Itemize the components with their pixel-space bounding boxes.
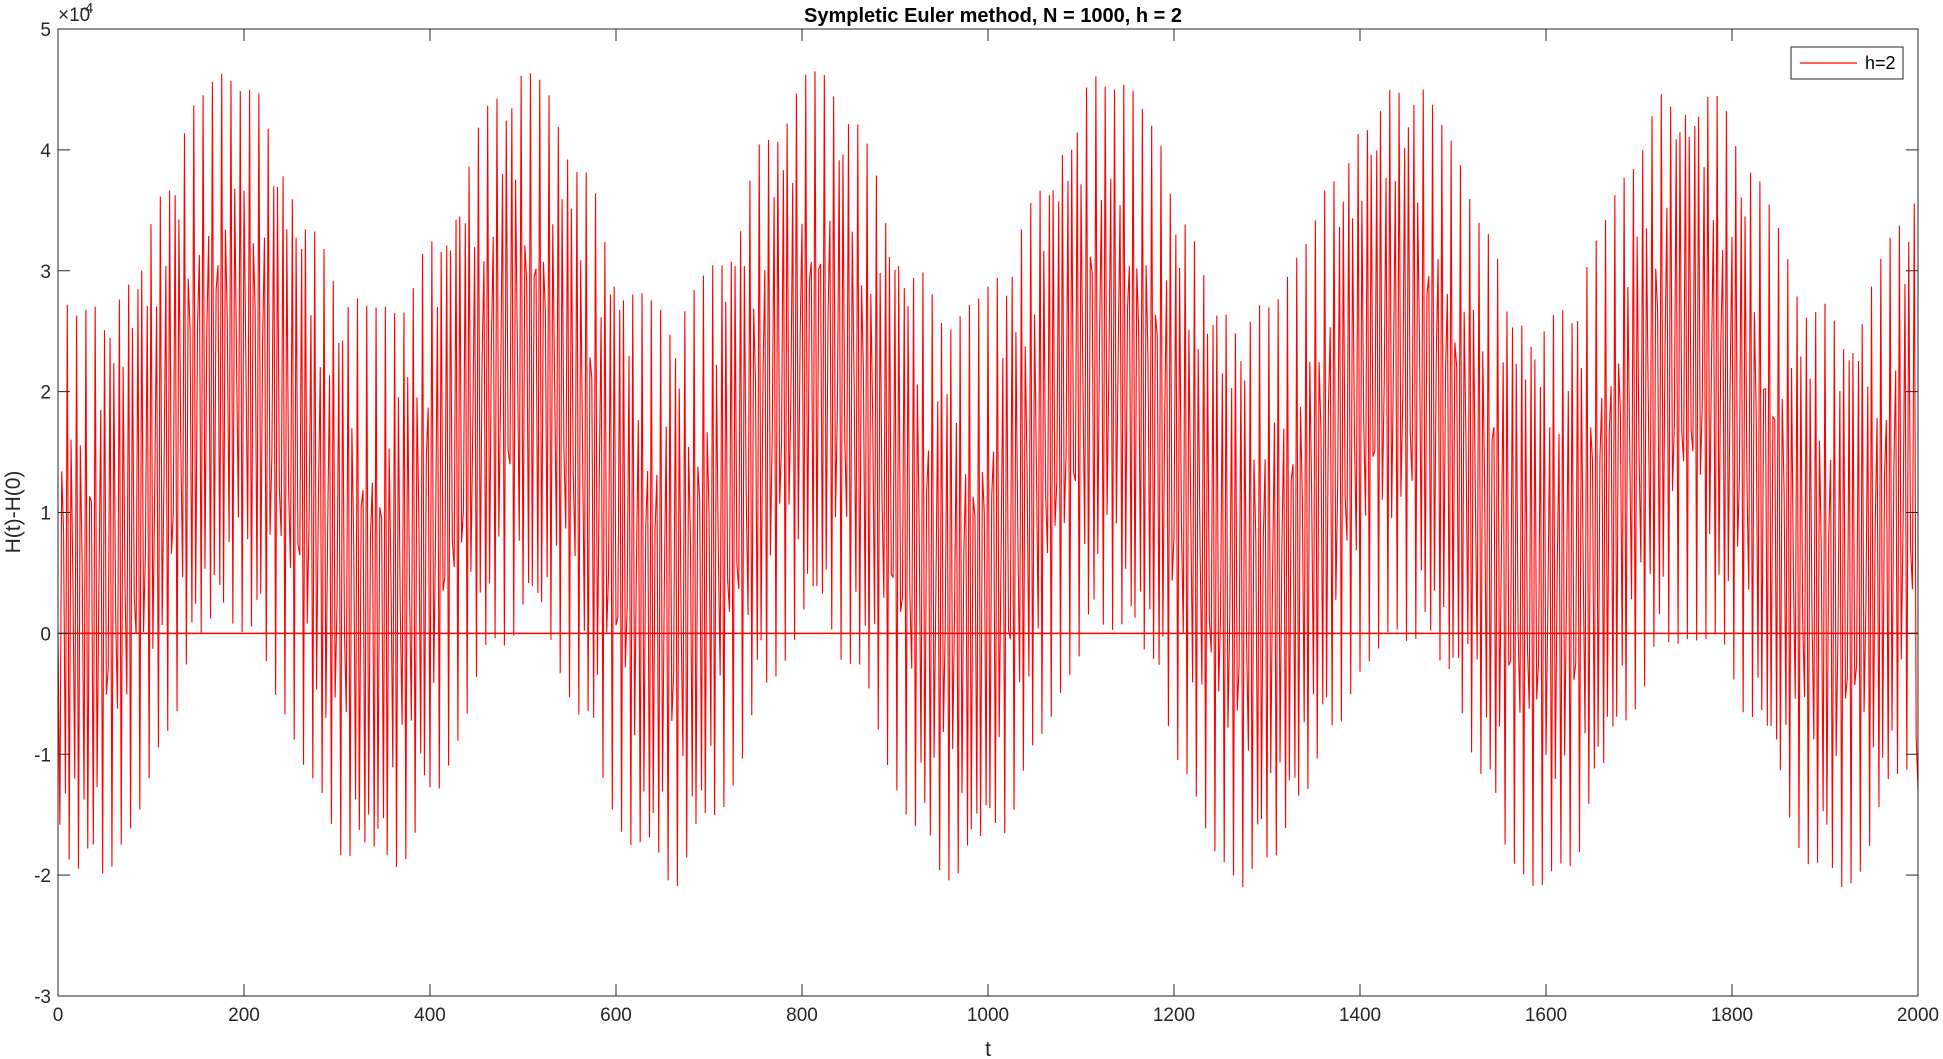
y-tick-label: 2 xyxy=(40,383,51,404)
plot-area xyxy=(58,29,1918,996)
y-tick-label: -2 xyxy=(34,866,51,887)
y-axis-label: H(t)-H(0) xyxy=(2,471,25,554)
x-tick-label: 1200 xyxy=(1153,1005,1195,1026)
x-tick-label: 600 xyxy=(600,1005,632,1026)
ticks: 0 200 400 600 800 1000 1200 1400 1600 1800 2000 -3 -… xyxy=(34,20,1939,1026)
legend: h=2 xyxy=(1790,46,1904,80)
y-tick-label: 3 xyxy=(40,262,51,283)
y-exponent-base: ×10 xyxy=(58,5,90,26)
x-tick-label: 0 xyxy=(53,1005,64,1026)
x-tick-label: 200 xyxy=(228,1005,260,1026)
x-tick-label: 1000 xyxy=(967,1005,1009,1026)
x-tick-label: 1600 xyxy=(1525,1005,1567,1026)
y-tick-label: -1 xyxy=(34,745,51,766)
series-line-0 xyxy=(57,71,1919,887)
x-axis-label: t xyxy=(985,1038,991,1059)
chart-title: Sympletic Euler method, N = 1000, h = 2 xyxy=(804,5,1182,27)
series-layer xyxy=(57,71,1919,887)
y-tick-label: 4 xyxy=(40,141,51,162)
y-tick-label: -3 xyxy=(34,987,51,1008)
y-tick-label: 0 xyxy=(40,624,51,645)
x-tick-label: 800 xyxy=(786,1005,818,1026)
x-tick-label: 400 xyxy=(414,1005,446,1026)
x-tick-label: 2000 xyxy=(1897,1005,1939,1026)
y-tick-label: 1 xyxy=(40,504,51,525)
y-exponent-power: -4 xyxy=(80,0,93,17)
y-exponent: ×10 -4 xyxy=(58,0,93,26)
y-tick-label: 5 xyxy=(40,20,51,41)
x-tick-label: 1400 xyxy=(1339,1005,1381,1026)
x-tick-label: 1800 xyxy=(1711,1005,1753,1026)
legend-label-h2: h=2 xyxy=(1865,53,1896,73)
